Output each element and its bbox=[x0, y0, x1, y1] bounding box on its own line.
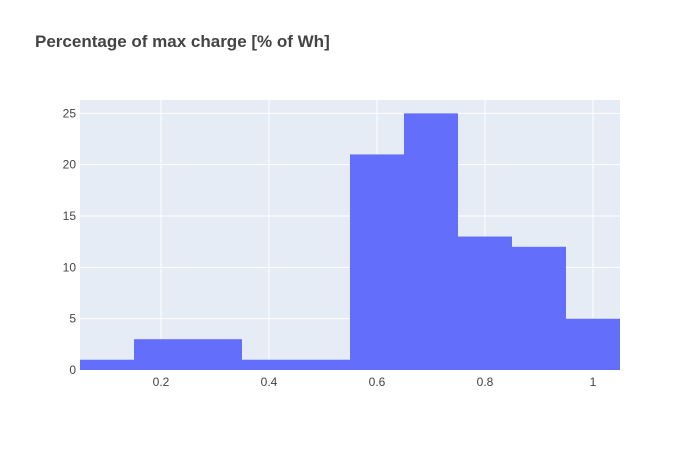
y-tick-label: 0 bbox=[69, 363, 76, 377]
histogram-bar bbox=[350, 154, 404, 370]
histogram-bar bbox=[404, 113, 458, 370]
histogram-bar bbox=[296, 359, 350, 370]
y-tick-label: 5 bbox=[69, 312, 76, 326]
x-axis-ticks: 0.2 0.4 0.6 0.8 1 bbox=[153, 375, 597, 389]
chart-title: Percentage of max charge [% of Wh] bbox=[35, 32, 330, 51]
x-tick-label: 1 bbox=[590, 375, 597, 389]
y-axis-ticks: 0 5 10 15 20 25 bbox=[63, 106, 77, 377]
x-tick-label: 0.8 bbox=[477, 375, 494, 389]
x-tick-label: 0.4 bbox=[261, 375, 278, 389]
x-tick-label: 0.2 bbox=[153, 375, 170, 389]
y-tick-label: 15 bbox=[63, 209, 77, 223]
y-tick-label: 25 bbox=[63, 106, 77, 120]
y-tick-label: 20 bbox=[63, 158, 77, 172]
x-tick-label: 0.6 bbox=[369, 375, 386, 389]
histogram-bar bbox=[80, 359, 134, 370]
histogram-bar bbox=[566, 318, 620, 370]
histogram-bar bbox=[242, 359, 296, 370]
histogram-bar bbox=[458, 236, 512, 370]
y-tick-label: 10 bbox=[63, 260, 77, 274]
histogram-bar bbox=[134, 339, 188, 370]
histogram-bar bbox=[512, 246, 566, 370]
histogram-bar bbox=[188, 339, 242, 370]
bars bbox=[80, 113, 620, 370]
